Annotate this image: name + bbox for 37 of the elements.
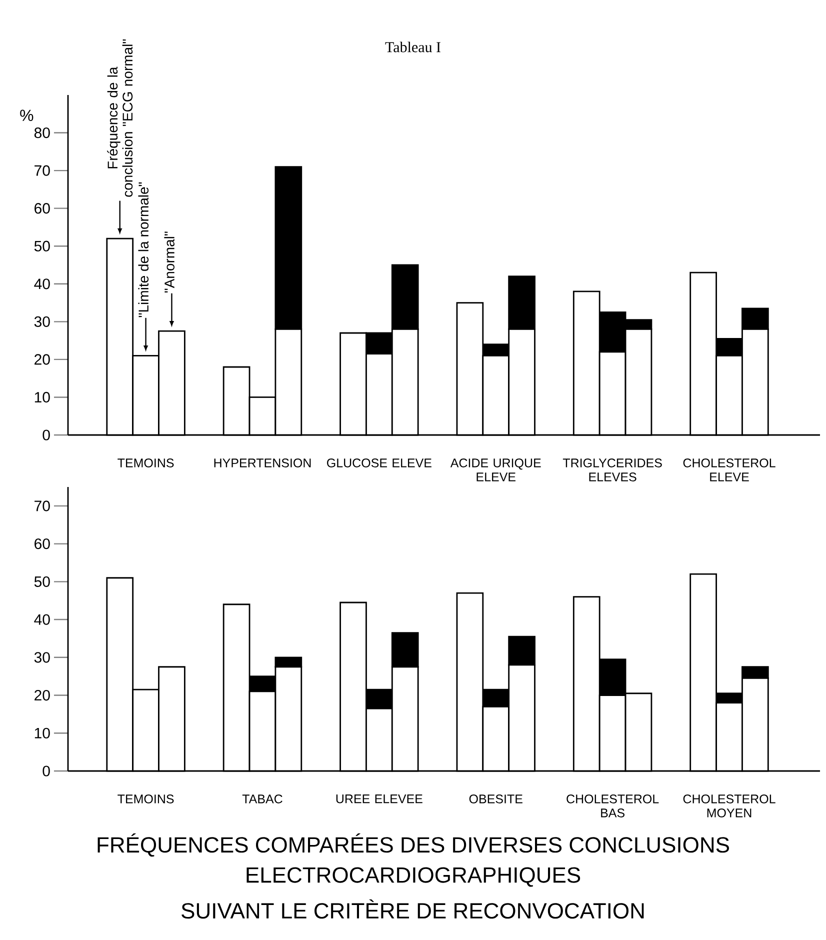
y-tick-label: 10 <box>34 392 50 403</box>
y-tick-label: 20 <box>34 354 50 365</box>
text: FRÉQUENCES COMPARÉES DES DIVERSES CONCLUSIONS <box>98 833 729 857</box>
x-tick-label: TABAC <box>242 794 282 804</box>
x-tick-label: CHOLESTEROL ELEVE <box>683 458 776 482</box>
x-tick-label: GLUCOSE ELEVE <box>327 458 432 468</box>
y-tick-label: 60 <box>34 538 50 550</box>
annotation: "Limite de la normale" <box>138 182 149 318</box>
y-tick-label: 60 <box>34 203 50 214</box>
y-tick-label: 30 <box>34 316 50 327</box>
x-tick-label: TEMOINS <box>118 794 174 804</box>
x-tick-label: TEMOINS <box>118 458 174 468</box>
x-tick-label: CHOLESTEROL BAS <box>566 794 659 818</box>
y-tick-label: 40 <box>34 278 50 290</box>
y-tick-label: 50 <box>34 576 50 587</box>
y-tick-label: 40 <box>34 614 50 625</box>
y-tick-label: 0 <box>42 766 50 776</box>
annotation: Fréquence de la conclusion "ECG normal" <box>107 39 133 197</box>
x-tick-label: ACIDE URIQUE ELEVE <box>450 458 541 482</box>
y-axis-title: % <box>20 110 34 121</box>
y-tick-label: 10 <box>34 728 50 738</box>
text: ELECTROCARDIOGRAPHIQUES <box>246 867 580 887</box>
y-tick-label: 80 <box>34 127 50 138</box>
y-tick-label: 20 <box>34 690 50 701</box>
x-tick-label: CHOLESTEROL MOYEN <box>683 794 776 818</box>
x-tick-label: OBESITE <box>469 794 522 804</box>
y-tick-label: 50 <box>34 240 50 252</box>
y-tick-label: 0 <box>42 430 50 440</box>
x-tick-label: UREE ELEVEE <box>336 794 422 804</box>
y-tick-label: 70 <box>34 165 50 176</box>
y-tick-label: 70 <box>34 500 50 512</box>
x-tick-label: HYPERTENSION <box>214 458 311 468</box>
y-tick-label: 30 <box>34 652 50 663</box>
chart-title: Tableau I <box>385 42 440 52</box>
x-tick-label: TRIGLYCERIDES ELEVES <box>562 458 662 482</box>
annotation: "Anormal" <box>164 232 174 293</box>
text: SUIVANT LE CRITÈRE DE RECONVOCATION <box>182 899 644 919</box>
